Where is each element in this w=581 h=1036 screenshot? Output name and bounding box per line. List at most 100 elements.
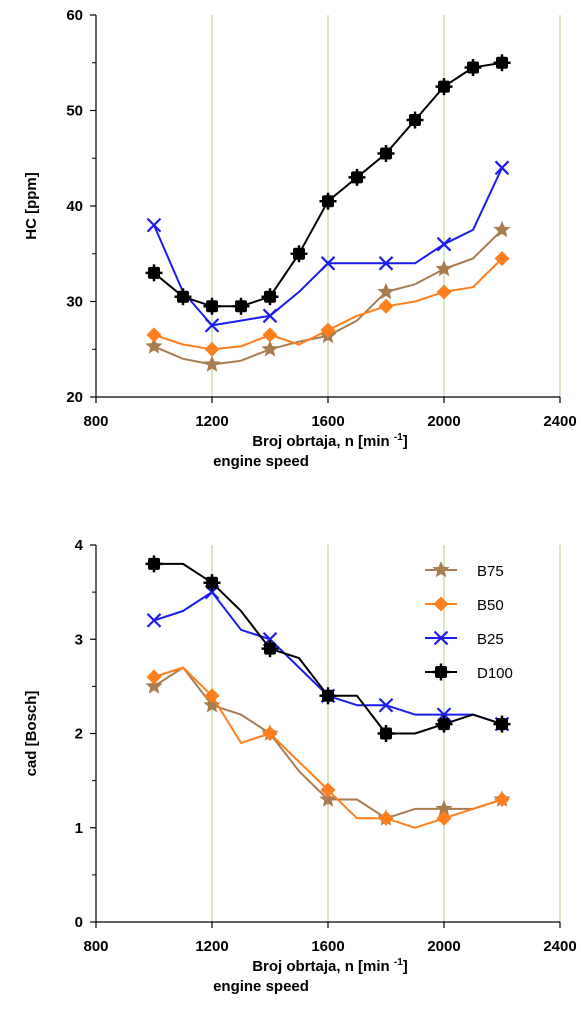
chart1-series-d100-point-1800 (377, 144, 395, 162)
chart1-x-tick-label-3: 2000 (427, 413, 460, 430)
chart2-x-ticks: 800 1200 1600 2000 2400 (83, 922, 577, 955)
chart2-series-b25-point-1000 (146, 613, 162, 628)
chart1-y-tick-label-4: 60 (66, 7, 83, 24)
chart1-series-b50-point-2000 (436, 284, 452, 300)
chart1-series-d100-point-1500 (290, 245, 308, 263)
chart1-series-b25-point-1600-stroke-2 (320, 256, 336, 271)
chart2-series-b75-point-2000 (435, 799, 453, 817)
chart2-series-d100-point-1800 (377, 725, 395, 742)
chart2-series-b25-point-1800-stroke-2 (378, 697, 394, 713)
chart2-series-b75-point-1200 (203, 696, 221, 713)
chart2-legend-item-d100-marker (432, 663, 450, 681)
chart1-series-b25-point-1200-stroke-2 (204, 318, 220, 333)
chart2-series-d100-point-1400 (261, 640, 279, 658)
chart2-series-b75-point-1000 (145, 677, 163, 694)
chart2-y-ticks: 0 1 2 3 4 (75, 537, 96, 931)
chart1-gridlines (211, 15, 561, 397)
chart1-x-ticks: 800 1200 1600 2000 2400 (83, 397, 577, 430)
chart2-series-b50-point-2000 (436, 810, 452, 826)
chart1-series-b50-point-1400 (262, 327, 278, 343)
chart2-legend-item-b25-marker (433, 630, 449, 646)
chart2-y-axis-label: cad [Bosch] (23, 691, 40, 777)
chart2-series-b75-point-1600 (319, 790, 337, 807)
chart1-y-tick-label-3: 50 (66, 103, 83, 120)
chart1-x-axis-label-text: Broj obrtaja, n [min (252, 433, 394, 450)
chart2-x-axis-label-text: Broj obrtaja, n [min (252, 958, 394, 975)
chart1-y-ticks: 20 30 40 50 60 (66, 7, 96, 406)
chart1-series-b75-point-1200 (203, 355, 221, 372)
chart2-series-d100-point-2200 (493, 715, 511, 733)
chart2-series-b50-point-1000 (146, 669, 162, 685)
chart2-legend-item-b50-label: B50 (477, 597, 504, 614)
chart2-x-tick-label-3: 2000 (427, 938, 460, 955)
chart2-series-d100-point-1000 (145, 555, 163, 573)
chart1-series-d100-point-1600 (319, 192, 337, 210)
chart1-series-d100 (145, 54, 511, 315)
chart1-series-d100-point-2200 (493, 54, 511, 72)
chart1-x-tick-label-2: 1600 (311, 413, 344, 430)
chart1-x-axis-label-line2: engine speed (213, 453, 309, 470)
chart1-x-axis-label: Broj obrtaja, n [min -1] (252, 432, 408, 450)
chart2-series-b50-point-1600 (320, 782, 336, 798)
chart2-series-d100-point-1600 (319, 687, 337, 705)
chart2-y-tick-label-1: 1 (75, 820, 83, 837)
chart1-series-b25-point-2000-stroke-2 (436, 236, 452, 252)
chart1-series-d100-point-1000 (145, 264, 163, 282)
chart2-series-b50-point-2200 (494, 791, 510, 807)
chart2-legend: B75 B50 B25 D100 (425, 561, 513, 682)
chart1-series-b50-point-2200 (494, 251, 510, 267)
chart2: 0 1 2 3 4 800 1200 1600 2000 2400 Broj obrtaja, n … (23, 537, 577, 995)
chart1-series-b50-point-1000 (146, 327, 162, 343)
chart2-legend-item-b75: B75 (425, 561, 504, 580)
chart1-x-tick-label-4: 2400 (543, 413, 576, 430)
chart1-series-b50-point-1800 (378, 298, 394, 314)
chart2-x-axis-label-sup: -1 (394, 957, 403, 968)
chart2-legend-item-b25-marker-stroke-2 (433, 630, 449, 646)
chart1-y-tick-label-1: 30 (66, 294, 83, 311)
chart1-series-b75-point-2200 (493, 220, 511, 238)
chart1-x-tick-label-0: 800 (83, 413, 108, 430)
chart1-series-d100-point-2000 (435, 78, 453, 96)
chart2-y-tick-label-0: 0 (75, 914, 83, 931)
chart2-legend-item-b75-marker (432, 561, 450, 578)
chart1-y-tick-label-2: 40 (66, 198, 83, 215)
chart2-series-b50 (146, 666, 510, 829)
chart1-series-d100-point-1400 (261, 288, 279, 306)
chart1-series-b75-point-1800 (377, 282, 395, 300)
chart1-series-b25-point-1800-stroke-2 (378, 256, 394, 271)
chart2-series-d100-point-2000 (435, 715, 453, 733)
chart1-series-b25-point-1200 (204, 318, 220, 333)
chart1-y-tick-label-0: 20 (66, 389, 83, 406)
chart1-series-b25-point-1400 (262, 308, 278, 324)
chart2-x-axis-label: Broj obrtaja, n [min -1] (252, 957, 408, 975)
chart2-legend-item-b50: B50 (425, 596, 504, 614)
chart1-x-axis-label-sup: -1 (394, 432, 403, 443)
chart2-series-b50-point-1200 (204, 688, 220, 704)
chart1-series-d100-point-1300 (232, 297, 250, 315)
chart1-series-b25 (146, 160, 510, 333)
chart1-series-b75-point-1000 (145, 337, 163, 354)
chart1-series-b25-point-1400-stroke-2 (262, 308, 278, 324)
chart1-series-b75-point-2000 (435, 260, 453, 277)
chart1-series-b50 (146, 251, 510, 357)
chart2-x-tick-label-4: 2400 (543, 938, 576, 955)
chart2-legend-item-d100: D100 (425, 663, 513, 682)
chart2-series-b25-point-1800 (378, 697, 394, 713)
chart2-series-b50-point-1400 (262, 726, 278, 741)
chart1-series-b25-point-1800 (378, 256, 394, 271)
chart2-legend-item-b50-marker (433, 596, 449, 612)
chart1-series-b25-point-2200 (494, 160, 510, 176)
chart1: 20 30 40 50 60 800 1200 1600 2000 2400 Broj obrtaj… (23, 7, 577, 470)
chart1-series-d100-point-2100 (464, 59, 482, 77)
chart1-series-d100-point-1100 (174, 288, 192, 306)
chart1-series-b50-point-1200 (204, 341, 220, 357)
chart1-series-b25-point-1000-stroke-2 (146, 217, 162, 233)
chart2-y-tick-label-3: 3 (75, 631, 83, 648)
chart2-series-b25-point-1000-stroke-2 (146, 613, 162, 628)
chart1-series-b50-point-1600 (320, 322, 336, 338)
chart2-legend-item-b75-label: B75 (477, 563, 504, 580)
chart2-x-axis-label-close: ] (403, 958, 408, 975)
chart2-x-tick-label-1: 1200 (195, 938, 228, 955)
chart2-series-b50-point-1800 (378, 810, 394, 826)
